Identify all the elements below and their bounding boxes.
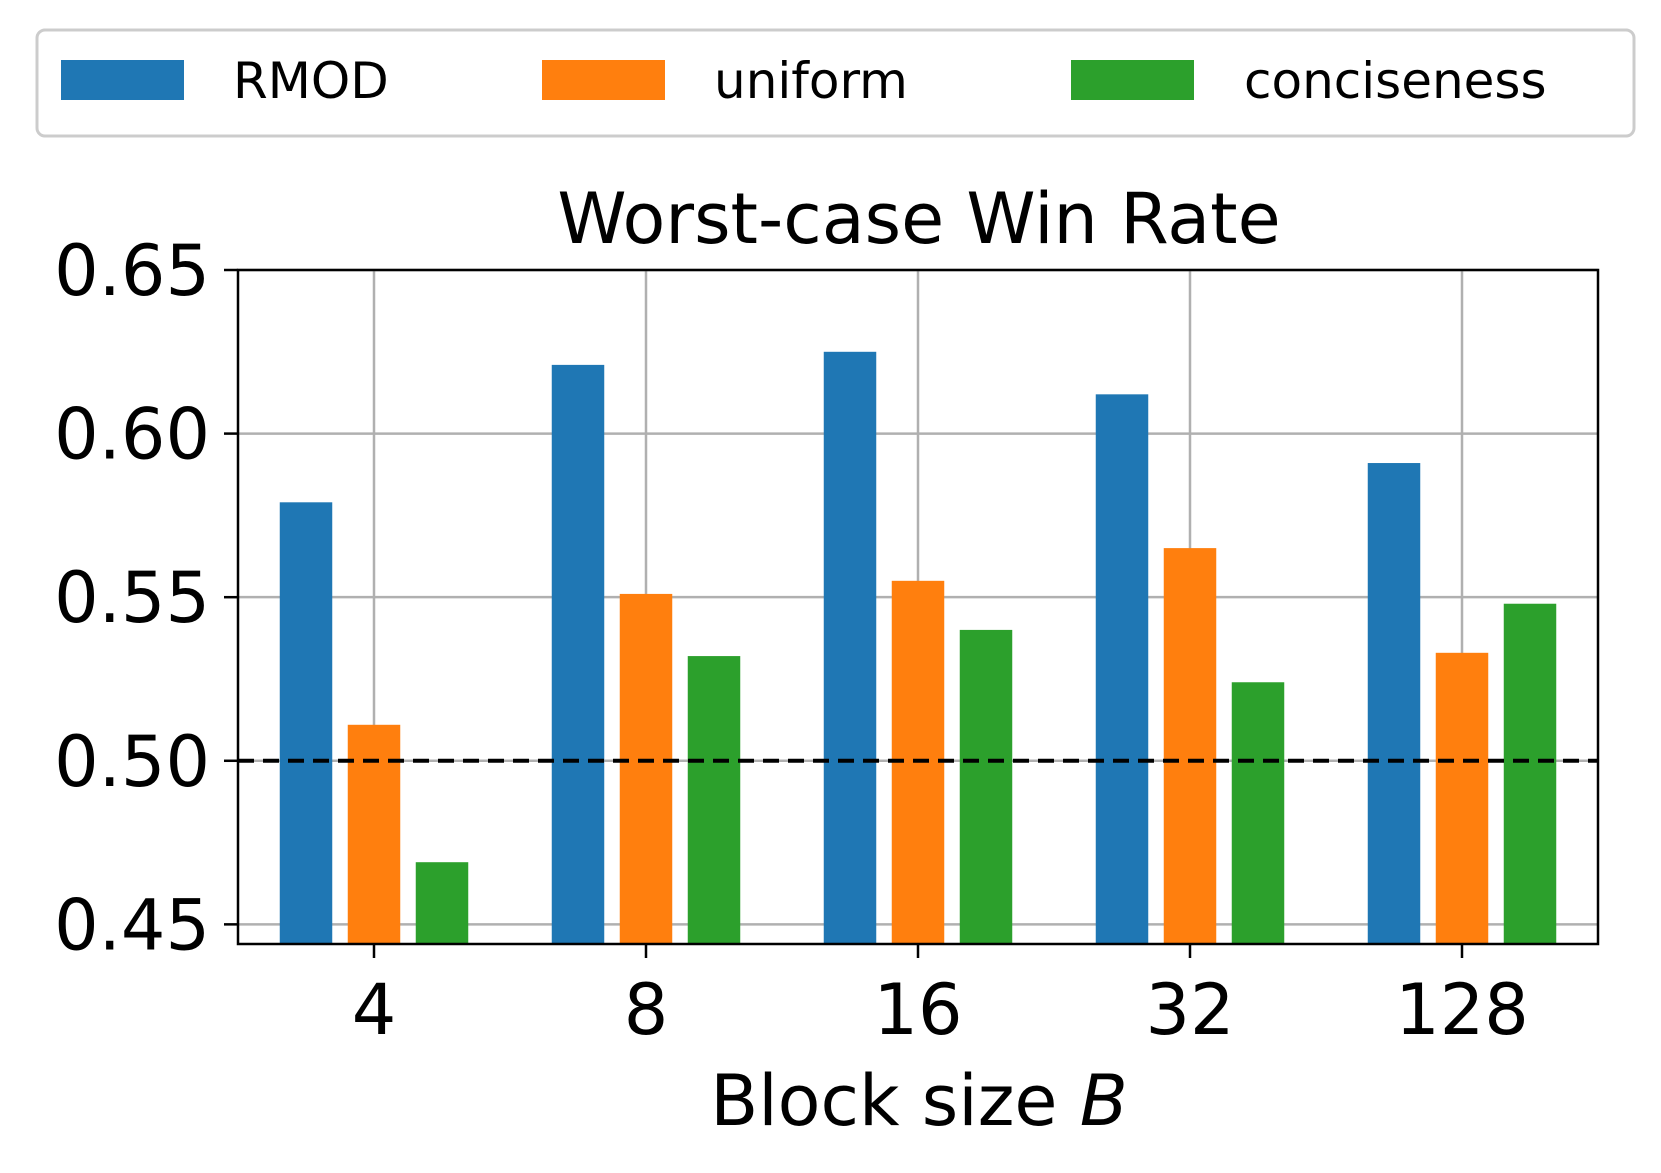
- bars: [279, 351, 1557, 945]
- x-tick-label: 4: [352, 969, 397, 1051]
- bar-conciseness-32: [1231, 682, 1285, 944]
- bar-rmod-16: [823, 351, 877, 944]
- y-tick-label: 0.55: [54, 557, 210, 639]
- y-tick-label: 0.50: [54, 721, 210, 803]
- x-axis-label: Block size B: [710, 1060, 1128, 1142]
- y-tick-label: 0.65: [54, 230, 210, 312]
- bar-uniform-8: [619, 593, 673, 944]
- x-axis-label-variable: B: [1080, 1060, 1128, 1142]
- bar-rmod-128: [1367, 463, 1421, 944]
- legend-label-rmod: RMOD: [233, 52, 389, 110]
- y-tick-label: 0.45: [54, 884, 210, 966]
- x-axis-label-text: Block size: [710, 1060, 1080, 1142]
- x-tick-label: 16: [873, 969, 962, 1051]
- y-tick-label: 0.60: [54, 394, 210, 476]
- bar-conciseness-16: [959, 629, 1013, 944]
- chart-title: Worst-case Win Rate: [557, 178, 1280, 260]
- legend-label-conciseness: conciseness: [1244, 52, 1547, 110]
- legend: RMOD uniform conciseness: [35, 28, 1636, 138]
- x-tick-label: 8: [624, 969, 669, 1051]
- x-tick-label: 32: [1145, 969, 1234, 1051]
- legend-frame: [35, 28, 1636, 138]
- legend-swatch-rmod: [61, 60, 184, 100]
- x-tick-label: 128: [1395, 969, 1529, 1051]
- bar-conciseness-8: [687, 656, 741, 944]
- bar-conciseness-4: [415, 862, 469, 944]
- bar-uniform-4: [347, 724, 401, 944]
- bar-uniform-32: [1163, 548, 1217, 944]
- legend-label-uniform: uniform: [714, 52, 908, 110]
- legend-swatch-conciseness: [1071, 60, 1194, 100]
- bar-rmod-4: [279, 502, 333, 944]
- legend-swatch-uniform: [542, 60, 665, 100]
- bar-rmod-32: [1095, 394, 1149, 945]
- bar-uniform-128: [1435, 652, 1489, 944]
- y-axis: 0.45 0.50 0.55 0.60 0.65: [54, 230, 238, 966]
- bar-conciseness-128: [1503, 603, 1557, 944]
- x-axis: 4 8 16 32 128: [352, 944, 1529, 1051]
- bar-rmod-8: [551, 364, 605, 944]
